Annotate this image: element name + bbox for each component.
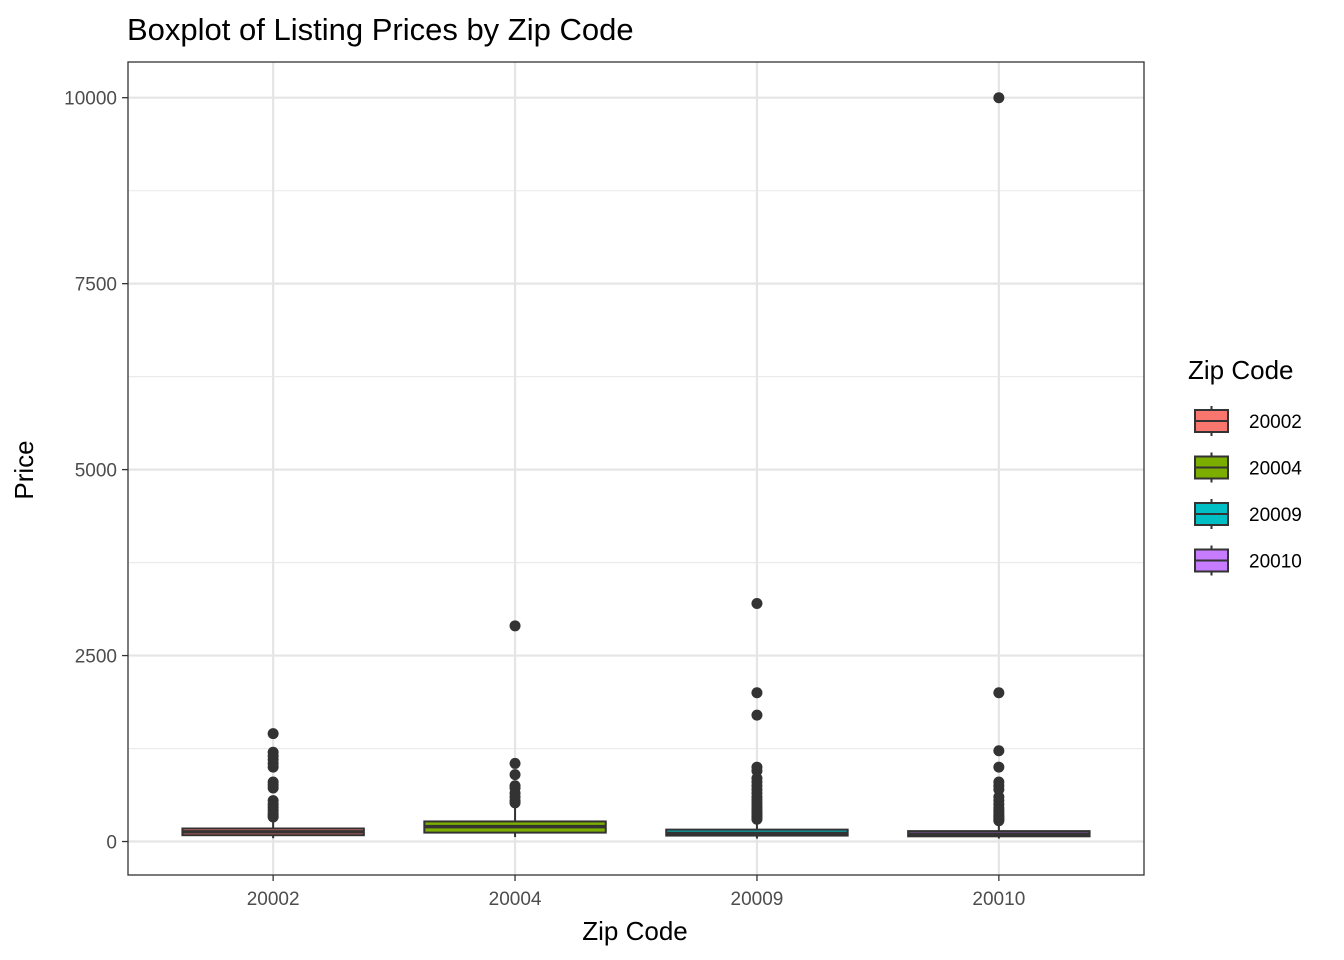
outlier-point [509,620,521,632]
outlier-point [509,757,521,769]
x-axis: 20002 20004 20009 20010 [247,875,1025,910]
outlier-point [993,745,1005,757]
legend-key-20009: 20009 [1194,499,1302,529]
y-axis-title: Price [9,440,39,499]
y-tick-label: 2500 [75,647,117,668]
outlier-point [751,598,763,610]
x-tick-label: 20002 [247,889,300,910]
outlier-point [993,687,1005,699]
legend-key-20010: 20010 [1194,545,1302,576]
y-tick-label: 5000 [75,461,117,482]
grid-lines [128,62,1144,875]
y-tick-label: 0 [106,833,117,854]
x-tick-label: 20004 [489,889,542,910]
outlier-point [751,687,763,699]
outlier-point [267,728,279,740]
x-axis-title: Zip Code [582,916,688,946]
panel-rect [128,62,1144,875]
outlier-point [267,761,279,773]
legend-key-20002: 20002 [1194,406,1302,436]
legend: 20002 20004 20009 20010 [1194,406,1302,576]
legend-label: 20004 [1249,459,1302,480]
y-axis: 0 2500 5000 7500 10000 [64,89,128,854]
chart-title: Boxplot of Listing Prices by Zip Code [127,12,634,47]
plot-panel-border [127,61,1145,876]
outlier-point [993,92,1005,104]
legend-key-20004: 20004 [1194,452,1302,483]
x-tick-label: 20009 [731,889,784,910]
boxes-layer [181,92,1091,839]
x-tick-label: 20010 [972,889,1025,910]
box-20002 [181,728,365,839]
plot-panel-background [128,62,1144,875]
legend-label: 20010 [1249,552,1302,573]
outlier-point [751,709,763,721]
box-20009 [665,598,849,839]
legend-title: Zip Code [1188,355,1294,385]
box-20004 [423,620,607,838]
y-tick-label: 7500 [75,275,117,296]
y-tick-label: 10000 [64,89,117,110]
panel-border-rect [127,61,1145,876]
outlier-point [267,782,279,794]
outlier-point [509,797,521,809]
outlier-point [993,761,1005,773]
outlier-point [267,811,279,823]
box-20010 [907,92,1091,839]
legend-label: 20002 [1249,412,1302,433]
legend-label: 20009 [1249,505,1302,526]
outlier-point [509,769,521,781]
outlier-point [993,815,1005,827]
outlier-point [751,813,763,825]
